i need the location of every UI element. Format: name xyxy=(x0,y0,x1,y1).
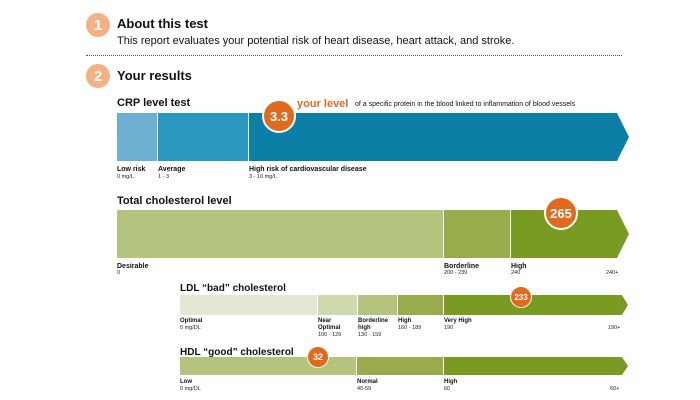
hdl-title: HDL “good” cholesterol xyxy=(180,347,294,358)
ldl-label-borderline-high: Borderline high xyxy=(358,318,389,331)
total-sub-high: 240 xyxy=(511,270,521,276)
total-segment-high xyxy=(511,210,629,258)
crp-segment-average xyxy=(158,113,248,161)
crp-segment-high xyxy=(249,113,629,161)
total-segment-desirable xyxy=(117,210,443,258)
total-label-high: High xyxy=(511,263,527,270)
ldl-sub-high: 160 - 189 xyxy=(398,325,422,331)
hdl-segment-low xyxy=(180,357,356,375)
ldl-sub-end: 190+ xyxy=(608,325,621,331)
crp-sub-high: 3 - 10 mg/L xyxy=(249,174,277,180)
total-label-borderline: Borderline xyxy=(444,263,480,270)
hdl-label-normal: Normal xyxy=(357,379,378,385)
step-1-badge: 1 xyxy=(86,13,110,37)
hdl-label-high: High xyxy=(444,379,458,385)
ldl-sub-optimal: 0 mg/DL xyxy=(180,325,201,331)
hdl-value-badge: 32 xyxy=(307,346,329,368)
section-1-text: This report evaluates your potential ris… xyxy=(117,35,515,47)
total-sub-desirable: 0 xyxy=(117,270,121,276)
ldl-segment-optimal xyxy=(180,295,317,315)
ldl-label-very-high: Very High xyxy=(444,318,472,324)
ldl-label-optimal: Optimal xyxy=(180,318,203,324)
hdl-sub-high: 60 xyxy=(444,386,451,392)
crp-value-badge: 3.3 xyxy=(262,99,296,133)
total-title: Total cholesterol level xyxy=(117,195,232,207)
section-1-title: About this test xyxy=(117,16,208,31)
total-segment-borderline xyxy=(444,210,510,258)
ldl-segment-near-optimal xyxy=(318,295,357,315)
ldl-segment-borderline-high xyxy=(358,295,397,315)
section-divider xyxy=(86,55,622,56)
total-sub-end: 240+ xyxy=(606,270,619,276)
hdl-segment-high xyxy=(444,357,628,375)
crp-your-level-label: your level xyxy=(297,98,349,110)
ldl-segment-high xyxy=(398,295,443,315)
total-value-badge: 265 xyxy=(544,196,578,230)
crp-sub-average: 1 - 3 xyxy=(158,174,170,180)
ldl-sub-borderline-high: 130 - 159 xyxy=(358,332,382,338)
section-2-title: Your results xyxy=(117,68,192,83)
ldl-label-near-optimal: Near Optimal xyxy=(318,318,341,331)
hdl-sub-end: 60+ xyxy=(610,386,620,392)
ldl-sub-very-high: 190 xyxy=(444,325,454,331)
ldl-label-high: High xyxy=(398,318,412,324)
ldl-value-badge: 233 xyxy=(510,286,532,308)
total-label-desirable: Desirable xyxy=(117,263,149,270)
hdl-label-low: Low xyxy=(180,379,192,385)
crp-your-level-desc: of a specific protein in the blood linke… xyxy=(355,101,576,108)
crp-sub-low: 0 mg/L xyxy=(117,174,134,180)
ldl-sub-near-optimal: 100 - 129 xyxy=(318,332,342,338)
crp-segment-low xyxy=(117,113,157,161)
crp-label-high: High risk of cardiovascular disease xyxy=(249,166,367,173)
hdl-sub-normal: 40-59 xyxy=(357,386,372,392)
hdl-sub-low: 0 mg/DL xyxy=(180,386,201,392)
ldl-title: LDL “bad” cholesterol xyxy=(180,283,286,294)
crp-title: CRP level test xyxy=(117,97,191,109)
step-2-badge: 2 xyxy=(86,64,110,88)
ldl-segment-very-high xyxy=(444,295,628,315)
crp-label-low: Low risk xyxy=(117,166,146,173)
crp-label-average: Average xyxy=(158,166,186,173)
hdl-segment-normal xyxy=(357,357,443,375)
total-sub-borderline: 200 - 239 xyxy=(444,270,468,276)
